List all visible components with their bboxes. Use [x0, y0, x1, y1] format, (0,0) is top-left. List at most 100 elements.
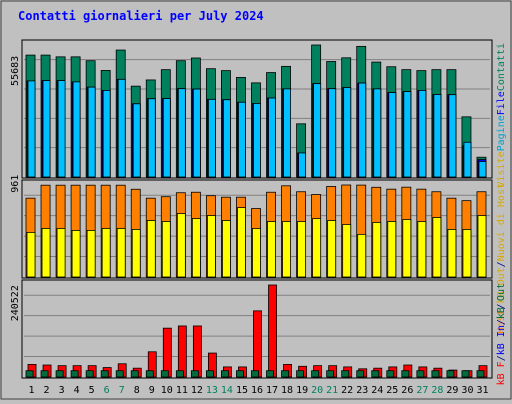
bar-kb-out-day-10 — [160, 370, 169, 378]
bar-nuovi-di-host-day-9 — [146, 220, 156, 278]
bar-nuovi-di-host-day-11 — [176, 213, 186, 278]
bar-kb-out-day-17 — [266, 370, 274, 378]
bar-nuovi-di-host-day-8 — [131, 229, 141, 278]
bar-kb-out-day-25 — [386, 370, 395, 378]
bar-pagine-day-30 — [463, 141, 472, 178]
bar-kb-out-day-2 — [40, 370, 49, 378]
legend-item: kB Out — [496, 283, 507, 319]
right-legend-middle: Host/kB Out/Nuovi di Host — [496, 183, 507, 334]
bar-pagine-day-17 — [268, 97, 276, 178]
bar-nuovi-di-host-day-10 — [161, 221, 171, 278]
y-tick-label: 961 — [10, 175, 21, 193]
x-tick-label: 10 — [161, 385, 173, 396]
bar-pagine-day-8 — [132, 103, 141, 178]
legend-item: / — [496, 355, 507, 361]
bar-pagine-day-24 — [373, 88, 382, 178]
bar-pagine-day-22 — [343, 87, 352, 178]
bar-pagine-day-20 — [313, 83, 322, 178]
x-tick-label: 28 — [431, 385, 443, 396]
bar-pagine-day-12 — [192, 88, 201, 178]
x-tick-label: 12 — [191, 385, 203, 396]
bar-pagine-day-23 — [358, 82, 367, 178]
bar-pagine-day-25 — [388, 92, 397, 178]
legend-item: kB F — [496, 361, 507, 385]
bar-nuovi-di-host-day-5 — [86, 230, 96, 278]
x-tick-label: 17 — [266, 385, 278, 396]
bar-pagine-day-11 — [177, 88, 186, 178]
bar-kb-out-day-4 — [70, 370, 79, 378]
bar-nuovi-di-host-day-26 — [402, 219, 412, 278]
x-tick-label: 5 — [89, 385, 95, 396]
bar-pagine-day-31 — [478, 161, 487, 178]
x-tick-label: 16 — [251, 385, 263, 396]
bar-pagine-day-6 — [102, 90, 111, 178]
x-tick-label: 22 — [341, 385, 353, 396]
bar-nuovi-di-host-day-28 — [432, 217, 442, 278]
x-tick-label: 23 — [356, 385, 368, 396]
bar-nuovi-di-host-day-16 — [252, 228, 261, 278]
chart-title: Contatti giornalieri per July 2024 — [18, 9, 264, 23]
panel-middle: 961 — [10, 175, 493, 279]
bar-nuovi-di-host-day-18 — [282, 221, 291, 278]
legend-item: Nuovi di Host — [496, 183, 507, 261]
bar-nuovi-di-host-day-2 — [41, 228, 51, 278]
bar-nuovi-di-host-day-20 — [312, 218, 322, 278]
bar-kb-out-day-28 — [431, 370, 440, 378]
legend-item: / — [496, 303, 507, 309]
legend-item: Pagine — [496, 115, 507, 151]
bar-nuovi-di-host-day-13 — [206, 215, 216, 278]
bar-kb-out-day-3 — [55, 370, 64, 378]
bar-pagine-day-2 — [42, 80, 51, 178]
bar-nuovi-di-host-day-3 — [56, 228, 66, 278]
x-tick-label: 2 — [44, 385, 50, 396]
x-tick-label: 18 — [281, 385, 293, 396]
bar-kb-out-day-31 — [476, 370, 485, 378]
bar-nuovi-di-host-day-15 — [237, 207, 246, 278]
x-tick-label: 7 — [119, 385, 125, 396]
bar-nuovi-di-host-day-7 — [116, 228, 126, 278]
bar-pagine-day-26 — [403, 91, 412, 178]
bar-kb-out-day-11 — [175, 370, 184, 378]
x-tick-label: 9 — [149, 385, 155, 396]
bar-kb-out-day-29 — [446, 370, 455, 378]
y-tick-label: 240522 — [10, 285, 21, 321]
bar-pagine-day-16 — [253, 103, 261, 178]
bar-nuovi-di-host-day-4 — [71, 230, 81, 278]
bar-nuovi-di-host-day-19 — [297, 221, 307, 278]
x-tick-label: 11 — [176, 385, 188, 396]
bar-kb-out-day-26 — [401, 370, 410, 378]
bar-nuovi-di-host-day-23 — [357, 233, 367, 278]
legend-item: Visite — [496, 151, 507, 187]
y-tick-label: 55683 — [10, 56, 21, 86]
x-tick-label: 13 — [206, 385, 218, 396]
bar-nuovi-di-host-day-27 — [417, 221, 427, 278]
bar-pagine-day-10 — [162, 98, 171, 178]
legend-item: Contatti — [496, 43, 507, 91]
bar-kb-out-day-20 — [311, 370, 320, 378]
x-tick-label: 14 — [221, 385, 233, 396]
bar-kb-out-day-7 — [115, 370, 124, 378]
bar-kb-out-day-23 — [356, 370, 365, 378]
bar-kb-out-day-24 — [371, 370, 380, 378]
bar-pagine-day-19 — [298, 152, 307, 178]
bar-nuovi-di-host-day-17 — [267, 221, 276, 278]
x-tick-label: 19 — [296, 385, 308, 396]
bar-kb-out-day-9 — [145, 370, 154, 378]
bar-pagine-day-5 — [87, 86, 96, 178]
bar-nuovi-di-host-day-29 — [447, 229, 457, 278]
bar-pagine-day-3 — [57, 80, 66, 178]
panel-top: 55683 — [10, 39, 493, 179]
x-tick-label: 8 — [134, 385, 140, 396]
x-tick-label: 21 — [326, 385, 338, 396]
x-tick-label: 25 — [386, 385, 398, 396]
legend-item: / — [496, 319, 507, 325]
bar-kb-f-day-12 — [192, 325, 202, 378]
bar-nuovi-di-host-day-25 — [387, 221, 397, 278]
bar-pagine-day-9 — [147, 98, 156, 178]
panel-bottom: 240522 — [10, 279, 493, 379]
x-tick-label: 6 — [104, 385, 110, 396]
bar-nuovi-di-host-day-1 — [26, 231, 36, 278]
